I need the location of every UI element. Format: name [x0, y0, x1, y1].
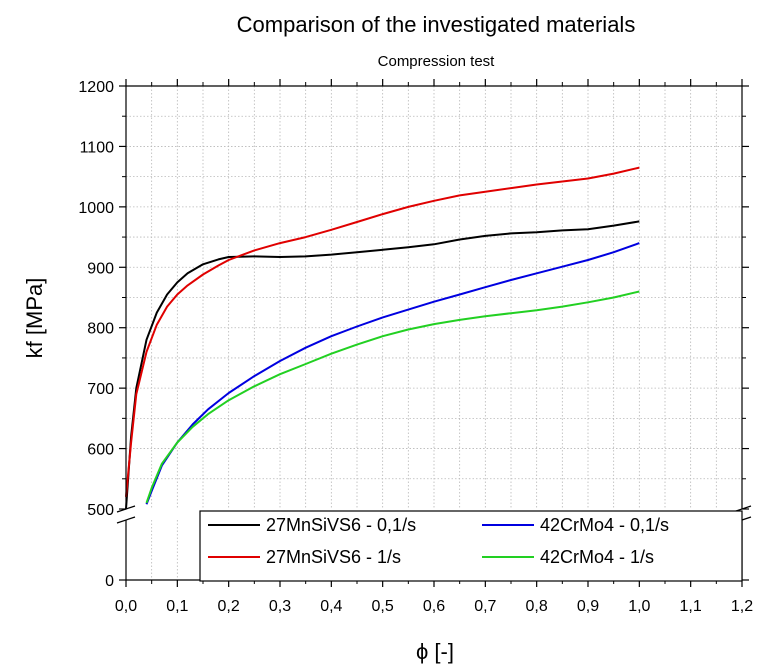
- x-tick-label: 1,2: [731, 598, 753, 615]
- series-line-3: [145, 242, 640, 505]
- x-tick-label: 0,7: [474, 598, 496, 615]
- x-tick-label: 0,9: [577, 598, 599, 615]
- y-tick-label: 1000: [78, 200, 114, 217]
- y-tick-label: 700: [87, 381, 114, 398]
- y-tick-label-lower: 0: [105, 573, 114, 590]
- y-tick-label: 600: [87, 442, 114, 459]
- y-tick-label: 1200: [78, 79, 114, 96]
- legend-label: 42CrMo4 - 1/s: [540, 547, 654, 567]
- series-lines: [125, 166, 640, 510]
- y-tick-label: 800: [87, 321, 114, 338]
- x-tick-label: 0,3: [269, 598, 291, 615]
- series-line-2: [125, 166, 640, 497]
- x-tick-label: 0,6: [423, 598, 445, 615]
- grid-lines: [125, 86, 743, 580]
- series-line-1: [125, 220, 640, 510]
- y-tick-label: 900: [87, 260, 114, 277]
- x-tick-label: 0,1: [166, 598, 188, 615]
- axis-break-mark: [116, 516, 136, 524]
- legend-label: 42CrMo4 - 0,1/s: [540, 515, 669, 535]
- x-tick-label: 1,0: [628, 598, 650, 615]
- y-axis-label: kf [MPa]: [22, 278, 47, 359]
- x-axis-label: ϕ [-]: [416, 639, 454, 664]
- y-tick-label: 500: [87, 502, 114, 519]
- legend: 27MnSiVS6 - 0,1/s 27MnSiVS6 - 1/s 42CrMo4 …: [199, 510, 743, 582]
- legend-label: 27MnSiVS6 - 1/s: [266, 547, 401, 567]
- chart-title: Comparison of the investigated materials: [237, 12, 636, 37]
- axis-ticks: 0,0 0,1 0,2 0,3 0,4 0,5 0,6 0,7 0,8 0,9 1,0 1,1 1,2 5…: [78, 79, 753, 615]
- x-tick-label: 0,4: [320, 598, 342, 615]
- series-line-4: [145, 290, 640, 504]
- x-tick-label: 0,5: [372, 598, 394, 615]
- legend-label: 27MnSiVS6 - 0,1/s: [266, 515, 416, 535]
- x-tick-label: 0,2: [218, 598, 240, 615]
- x-tick-label: 0,0: [115, 598, 137, 615]
- x-tick-label: 1,1: [680, 598, 702, 615]
- x-tick-label: 0,8: [526, 598, 548, 615]
- legend-box: [199, 510, 743, 582]
- y-tick-label: 1100: [80, 139, 115, 156]
- chart-subtitle: Compression test: [378, 53, 496, 70]
